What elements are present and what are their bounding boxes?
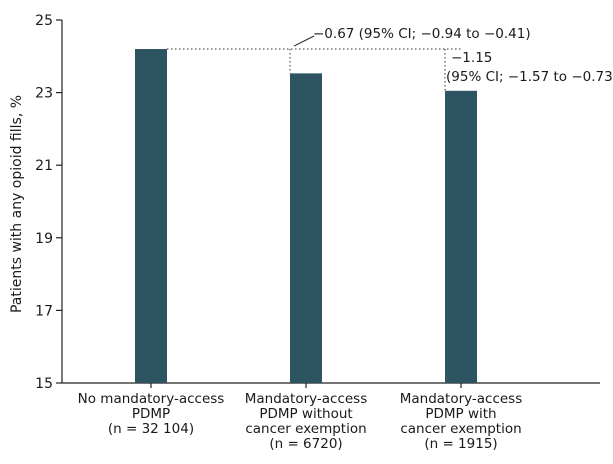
x-tick-label: Mandatory-access PDMP with cancer exemptio… — [400, 391, 523, 452]
y-tick-label: 15 — [35, 376, 53, 392]
y-tick-label: 19 — [35, 231, 53, 247]
y-tick-label: 23 — [35, 86, 53, 102]
bar — [135, 49, 167, 383]
bars — [135, 49, 477, 384]
y-tick-label: 17 — [35, 303, 53, 319]
x-tick-label: Mandatory-access PDMP without cancer exemp… — [245, 391, 368, 452]
x-axis: No mandatory-access PDMP (n = 32 104) Manda… — [62, 382, 600, 452]
bar — [445, 90, 477, 383]
bar — [290, 73, 322, 384]
annotation-leader — [293, 35, 315, 47]
y-tick-label: 25 — [35, 13, 53, 29]
x-tick-label: No mandatory-access PDMP (n = 32 104) — [78, 391, 225, 437]
annotation: −1.15 (95% CI; −1.57 to −0.73) — [446, 50, 613, 85]
annotation: −0.67 (95% CI; −0.94 to −0.41) — [313, 26, 531, 42]
y-axis-label: Patients with any opioid fills, % — [9, 95, 25, 313]
y-axis: 15 17 19 21 23 25 — [35, 13, 63, 392]
y-tick-label: 21 — [35, 158, 53, 174]
annotations: −0.67 (95% CI; −0.94 to −0.41) −1.15 (95% … — [167, 26, 613, 91]
